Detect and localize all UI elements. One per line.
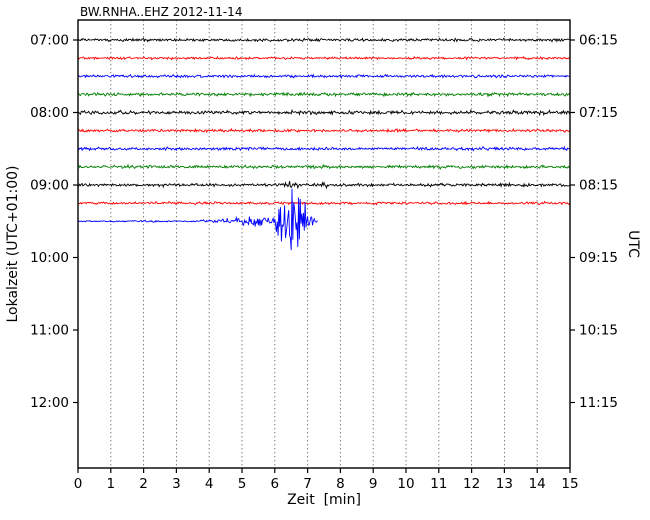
seismic-trace-0915 [77,200,571,206]
y-left-tick-label: 11:00 [30,323,69,339]
x-tick-label: 11 [430,476,447,492]
seismic-trace-0800 [77,108,571,117]
axes-box [77,19,571,469]
y-right-tick-label: 07:15 [579,105,618,121]
seismic-trace-0730 [77,73,571,80]
y-right-tick-label: 10:15 [579,323,618,339]
y-right-tick-label: 08:15 [579,178,618,194]
y-right-tick-label: 09:15 [579,250,618,266]
y-right-tick-label: 06:15 [579,33,618,49]
y-axis-label-left: Lokalzeit (UTC+01:00) [5,165,21,323]
x-tick-label: 6 [271,476,280,492]
x-tick-label: 13 [496,476,513,492]
seismic-trace-0845 [77,163,571,170]
x-tick-label: 4 [205,476,214,492]
y-left-tick-label: 07:00 [30,33,69,49]
y-right-tick-label: 11:15 [579,395,618,411]
x-tick-label: 9 [369,476,378,492]
seismic-trace-0815 [77,127,571,134]
seismic-trace-0930 [77,188,318,251]
x-tick-label: 3 [172,476,181,492]
x-tick-label: 5 [238,476,247,492]
y-axis-label-right: UTC [625,230,641,258]
seismic-trace-0715 [77,55,571,61]
x-tick-label: 7 [303,476,312,492]
seismic-trace-0700 [77,37,571,43]
y-left-tick-label: 12:00 [30,395,69,411]
x-tick-label: 14 [529,476,546,492]
y-left-tick-label: 10:00 [30,250,69,266]
seismic-trace-0900 [77,180,571,190]
x-axis-label: Zeit [min] [287,492,361,508]
seismic-trace-0745 [77,91,571,98]
y-left-tick-label: 09:00 [30,178,69,194]
x-tick-label: 10 [397,476,414,492]
x-tick-label: 8 [336,476,345,492]
y-left-tick-label: 08:00 [30,105,69,121]
plot-title: BW.RNHA..EHZ 2012-11-14 [80,5,243,19]
x-tick-label: 2 [139,476,148,492]
x-tick-label: 15 [561,476,578,492]
seismic-trace-0830 [77,145,571,152]
x-tick-label: 12 [463,476,480,492]
x-tick-label: 1 [107,476,116,492]
x-tick-label: 0 [74,476,83,492]
